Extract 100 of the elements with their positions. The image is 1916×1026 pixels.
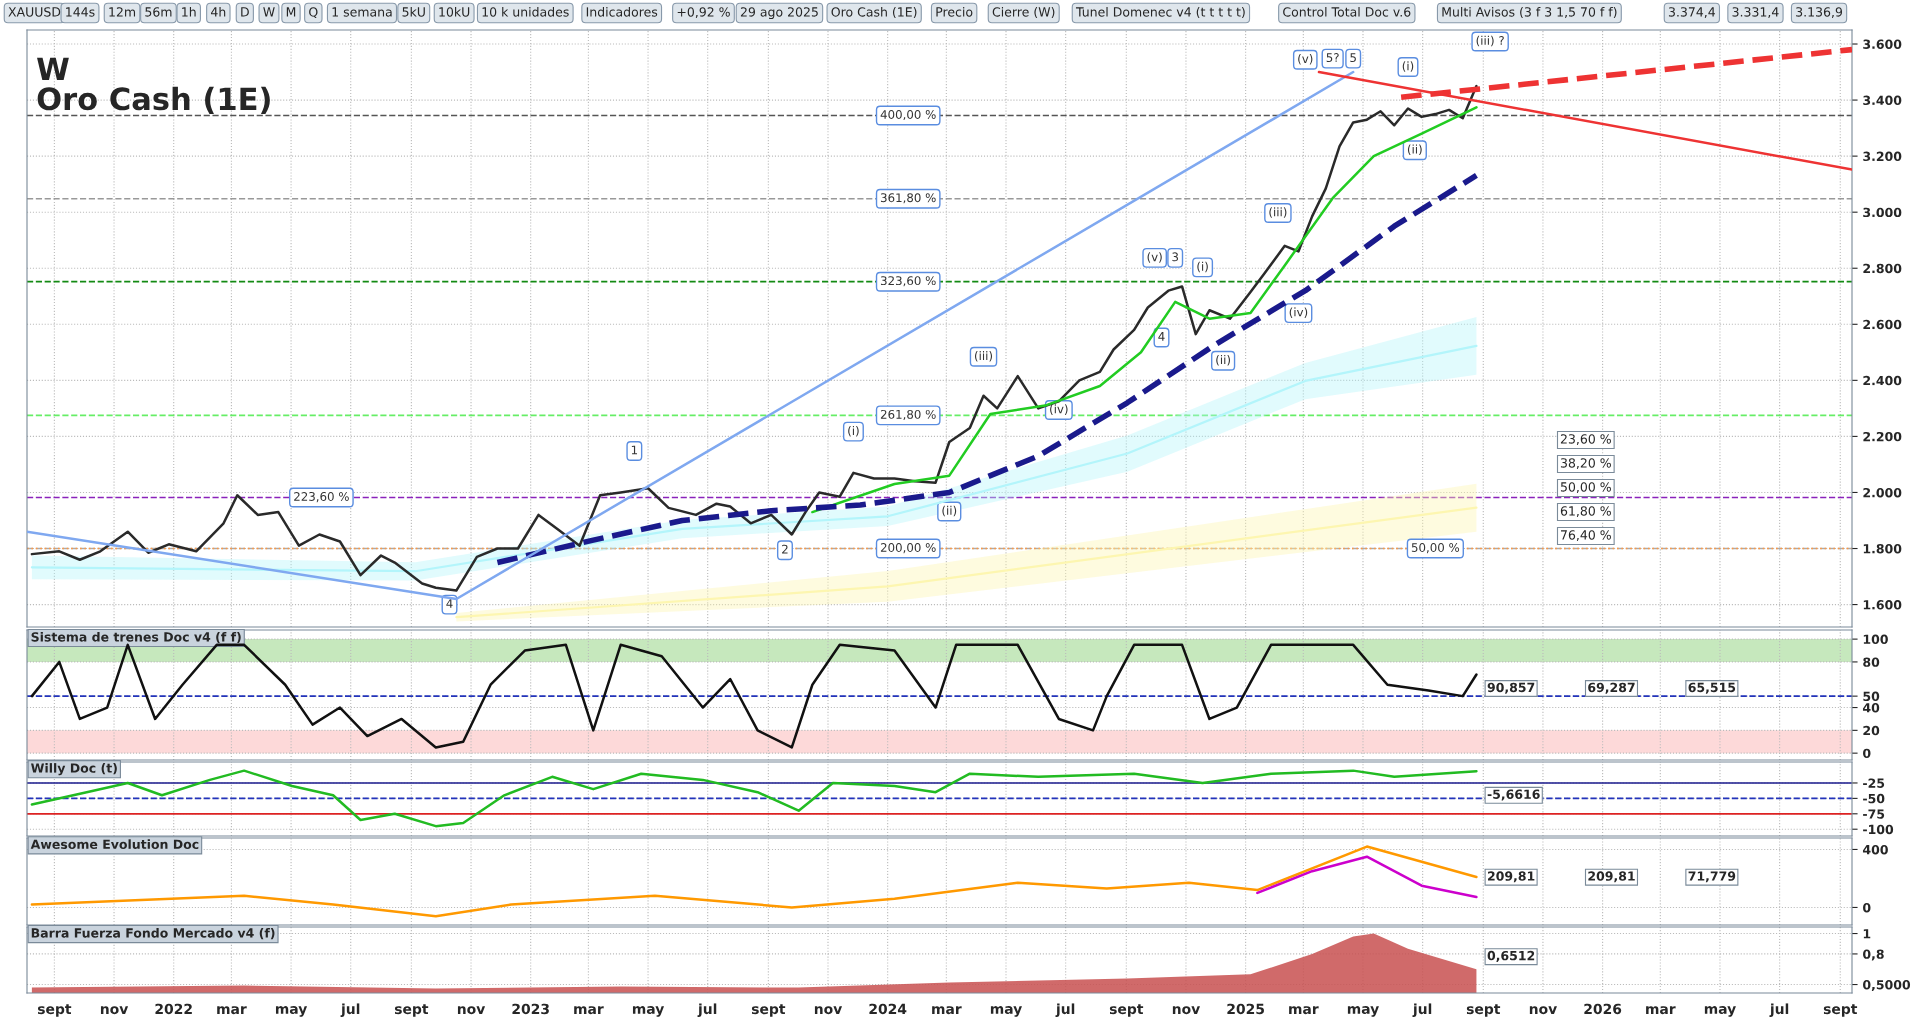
annotation: 4: [446, 599, 453, 608]
annotation: 200,00 %: [880, 543, 936, 554]
annotation: 71,779: [1688, 871, 1736, 883]
x-tick-label: jul: [697, 1003, 717, 1017]
y-tick-label: 100: [1863, 634, 1888, 645]
annotation: 4: [1158, 332, 1165, 341]
x-tick-label: jul: [1055, 1003, 1075, 1017]
text: M: [286, 7, 296, 17]
y-tick-label: -25: [1863, 778, 1885, 788]
x-tick-label: mar: [1289, 1006, 1319, 1015]
annotation: 361,80 %: [880, 193, 936, 204]
annotation: 209,81: [1487, 871, 1535, 883]
x-tick-label: sept: [751, 1004, 786, 1017]
annotation: 38,20 %: [1560, 458, 1611, 469]
x-tick-label: 2026: [1584, 1003, 1622, 1015]
text: 10kU: [439, 6, 470, 17]
annotation: (ii): [1216, 355, 1230, 366]
x-tick-label: sept: [1466, 1004, 1501, 1017]
x-tick-label: may: [632, 1006, 665, 1017]
text: Q: [309, 7, 318, 19]
y-tick-label: 0,5000: [1863, 980, 1911, 992]
text: 1 semana: [332, 7, 392, 17]
text: Oro Cash (1E): [831, 6, 917, 19]
x-tick-label: mar: [217, 1006, 247, 1015]
y-tick-label: 3.000: [1863, 207, 1902, 218]
x-tick-label: jul: [1412, 1003, 1432, 1017]
annotation: 223,60 %: [294, 492, 349, 503]
x-tick-label: 2022: [155, 1003, 192, 1015]
annotation: 2: [782, 544, 788, 554]
text: 5kU: [402, 6, 425, 17]
text: 3.331,4: [1732, 7, 1779, 18]
annotation: (iii): [975, 351, 993, 362]
y-tick-label: 2.400: [1863, 375, 1902, 386]
x-tick-label: nov: [457, 1006, 486, 1015]
text: 12m: [109, 7, 136, 17]
annotation: (iv): [1289, 307, 1308, 318]
annotation: 1: [631, 445, 638, 455]
annotation: (iii) ?: [1476, 35, 1504, 47]
text: XAUUSD: [8, 7, 61, 17]
x-tick-label: jul: [1769, 1003, 1789, 1017]
y-tick-label: 1.800: [1863, 543, 1902, 554]
text: 4h: [211, 6, 226, 17]
y-tick-label: 0,8: [1863, 949, 1884, 961]
annotation: (iv): [1050, 404, 1068, 415]
annotation: (ii): [1407, 144, 1422, 156]
x-tick-label: sept: [1823, 1004, 1858, 1017]
y-tick-label: -50: [1863, 793, 1885, 804]
x-tick-label: may: [275, 1006, 308, 1017]
annotation: 50,00 %: [1560, 482, 1611, 493]
annotation: 90,857: [1487, 682, 1535, 694]
x-tick-label: sept: [37, 1004, 72, 1017]
chart-title: Awesome Evolution Doc: [30, 839, 199, 849]
annotation: 23,60 %: [1560, 434, 1611, 445]
y-tick-label: 20: [1863, 725, 1880, 736]
x-tick-label: 2023: [512, 1003, 549, 1015]
text: 1h: [182, 6, 196, 17]
annotation: 76,40 %: [1561, 530, 1611, 541]
y-tick-label: 400: [1862, 844, 1888, 855]
annotation: 61,80 %: [1560, 506, 1611, 517]
x-tick-label: mar: [932, 1006, 962, 1015]
x-tick-label: nov: [100, 1006, 129, 1015]
annotation: 209,81: [1588, 871, 1635, 883]
annotation: (v): [1298, 54, 1313, 65]
x-tick-label: mar: [574, 1006, 604, 1015]
x-tick-label: jul: [340, 1003, 360, 1017]
annotation: 261,80 %: [880, 409, 936, 421]
annotation: 50,00 %: [1411, 543, 1460, 554]
text: Cierre (W): [992, 6, 1055, 19]
annotation: (i): [848, 425, 859, 437]
x-tick-label: nov: [814, 1006, 843, 1015]
text: 3.374,4: [1668, 7, 1716, 18]
x-tick-label: sept: [394, 1004, 429, 1017]
annotation: (ii): [942, 505, 957, 517]
annotation: (v): [1147, 252, 1162, 263]
y-tick-label: 80: [1863, 657, 1880, 667]
annotation: 5?: [1326, 53, 1339, 63]
annotation: 69,287: [1588, 682, 1635, 694]
y-tick-label: 50: [1863, 691, 1880, 702]
x-tick-label: may: [1704, 1006, 1736, 1017]
y-tick-label: 0: [1863, 748, 1871, 759]
text: 144s: [66, 7, 95, 17]
y-tick-label: -75: [1863, 809, 1885, 819]
text: 10 k unidades: [482, 6, 569, 17]
text: W: [263, 7, 275, 17]
annotation: 65,515: [1688, 682, 1736, 694]
annotation: (i): [1197, 261, 1208, 273]
y-tick-label: 3.400: [1863, 95, 1902, 105]
x-tick-label: 2025: [1227, 1003, 1264, 1015]
text: D: [241, 7, 249, 17]
text: 3.136,9: [1796, 7, 1843, 18]
y-tick-label: 1: [1863, 929, 1871, 939]
annotation: (iii): [1269, 207, 1287, 218]
annotation: 3: [1172, 252, 1179, 262]
y-tick-label: 2.800: [1863, 263, 1902, 274]
y-tick-label: 0: [1863, 902, 1871, 913]
text: Oro Cash (1E): [37, 86, 270, 114]
annotation: -5,6616: [1487, 789, 1540, 801]
text: Precio: [936, 6, 973, 17]
x-tick-label: 2024: [869, 1003, 907, 1015]
text: Control Total Doc v.6: [1283, 6, 1411, 17]
